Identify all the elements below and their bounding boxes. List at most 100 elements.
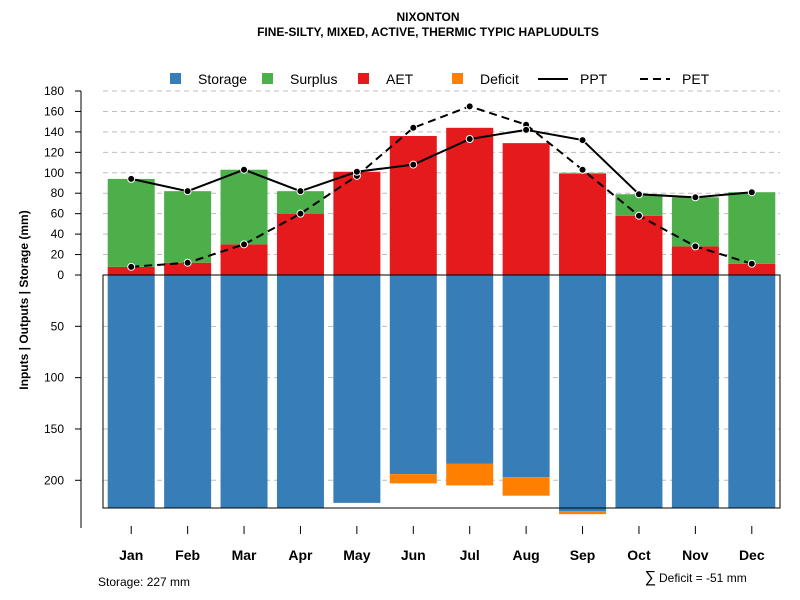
legend-label: Deficit xyxy=(480,71,519,87)
surplus-bar xyxy=(728,192,776,264)
axes: 0 20 40 60 80 100 120 140 160 180 50 100 150 200 Jan Fe… xyxy=(44,84,781,563)
deficit-bar xyxy=(502,477,550,496)
chart-subtitle: FINE-SILTY, MIXED, ACTIVE, THERMIC TYPIC… xyxy=(257,25,599,39)
pet-point xyxy=(296,209,305,218)
y-tick-label: 200 xyxy=(44,473,64,487)
ppt-point xyxy=(127,174,136,183)
pet-point xyxy=(240,240,249,249)
x-tick-label: Feb xyxy=(175,547,200,563)
x-tick-label: Jun xyxy=(401,547,426,563)
deficit-summary: Deficit = -51 mm xyxy=(659,571,747,585)
y-tick-label: 20 xyxy=(51,248,65,262)
storage-bar xyxy=(276,275,324,508)
y-tick-label: 60 xyxy=(51,207,65,221)
legend: Storage Surplus AET Deficit PPT PET xyxy=(170,71,710,87)
storage-summary: Storage: 227 mm xyxy=(98,575,190,589)
x-tick-label: May xyxy=(343,547,370,563)
surplus-bar xyxy=(671,197,719,247)
storage-bar xyxy=(728,275,776,508)
y-axis-label: Inputs | Outputs | Storage (mm) xyxy=(17,210,31,389)
x-tick-label: Jan xyxy=(119,547,143,563)
ppt-point xyxy=(634,190,643,199)
ppt-point xyxy=(352,167,361,176)
x-tick-label: Apr xyxy=(288,547,313,563)
surplus-bar xyxy=(220,169,268,245)
y-tick-label: 100 xyxy=(44,371,64,385)
storage-bar xyxy=(389,275,437,475)
y-tick-label: 80 xyxy=(51,186,65,200)
storage-bar xyxy=(671,275,719,508)
ppt-point xyxy=(465,135,474,144)
deficit-sum-icon: ∑ xyxy=(645,569,656,586)
x-tick-label: Oct xyxy=(627,547,651,563)
legend-label: Storage xyxy=(198,71,247,87)
aet-bar xyxy=(389,135,437,275)
pet-point xyxy=(465,102,474,111)
storage-bar xyxy=(446,275,494,464)
aet-bar xyxy=(559,173,607,275)
deficit-bar xyxy=(446,463,494,486)
pet-point xyxy=(183,258,192,267)
surplus-bar xyxy=(615,194,663,216)
storage-bar xyxy=(220,275,268,508)
ppt-point xyxy=(522,125,531,134)
aet-bar xyxy=(220,244,268,275)
ppt-point xyxy=(578,136,587,145)
legend-label: PET xyxy=(682,71,710,87)
aet-bar xyxy=(502,143,550,275)
surplus-bar xyxy=(107,178,155,267)
y-tick-label: 150 xyxy=(44,422,64,436)
pet-point xyxy=(409,123,418,132)
aet-bar xyxy=(276,213,324,275)
ppt-point xyxy=(409,160,418,169)
pet-point xyxy=(634,211,643,220)
storage-bar xyxy=(333,275,381,503)
y-tick-label: 180 xyxy=(44,84,64,98)
surplus-bar xyxy=(276,191,324,214)
storage-bar xyxy=(615,275,663,508)
y-tick-label: 160 xyxy=(44,104,64,118)
deficit-bar xyxy=(389,474,437,484)
y-tick-label: 50 xyxy=(51,319,65,333)
pet-point xyxy=(747,259,756,268)
x-tick-label: Sep xyxy=(570,547,596,563)
storage-bar xyxy=(164,275,212,508)
legend-swatch xyxy=(452,73,463,84)
aet-bar xyxy=(446,127,494,275)
pet-point xyxy=(578,165,587,174)
x-tick-label: Jul xyxy=(460,547,480,563)
aet-bar xyxy=(107,266,155,275)
aet-bar xyxy=(728,263,776,275)
ppt-point xyxy=(183,187,192,196)
y-tick-label: 40 xyxy=(51,227,65,241)
storage-bar xyxy=(559,275,607,512)
aet-bar xyxy=(333,171,381,275)
legend-swatch xyxy=(262,73,273,84)
surplus-bar xyxy=(164,191,212,263)
ppt-point xyxy=(240,165,249,174)
y-tick-label: 120 xyxy=(44,145,64,159)
x-tick-label: Nov xyxy=(682,547,709,563)
pet-line xyxy=(131,105,753,268)
legend-swatch xyxy=(358,73,369,84)
ppt-point xyxy=(691,193,700,202)
pet-point xyxy=(691,242,700,251)
aet-bar xyxy=(615,215,663,275)
y-tick-label: 100 xyxy=(44,166,64,180)
legend-label: Surplus xyxy=(290,71,337,87)
x-tick-label: Aug xyxy=(513,547,540,563)
pet-point xyxy=(127,262,136,271)
storage-bar xyxy=(107,275,155,508)
y-tick-label: 140 xyxy=(44,125,64,139)
legend-swatch xyxy=(170,73,181,84)
ppt-point xyxy=(747,188,756,197)
x-tick-label: Dec xyxy=(739,547,765,563)
deficit-bar xyxy=(559,511,607,515)
aet-bar xyxy=(164,262,212,275)
legend-label: AET xyxy=(386,71,414,87)
bars xyxy=(107,127,776,515)
legend-label: PPT xyxy=(580,71,608,87)
storage-bar xyxy=(502,275,550,478)
ppt-line xyxy=(130,128,752,199)
